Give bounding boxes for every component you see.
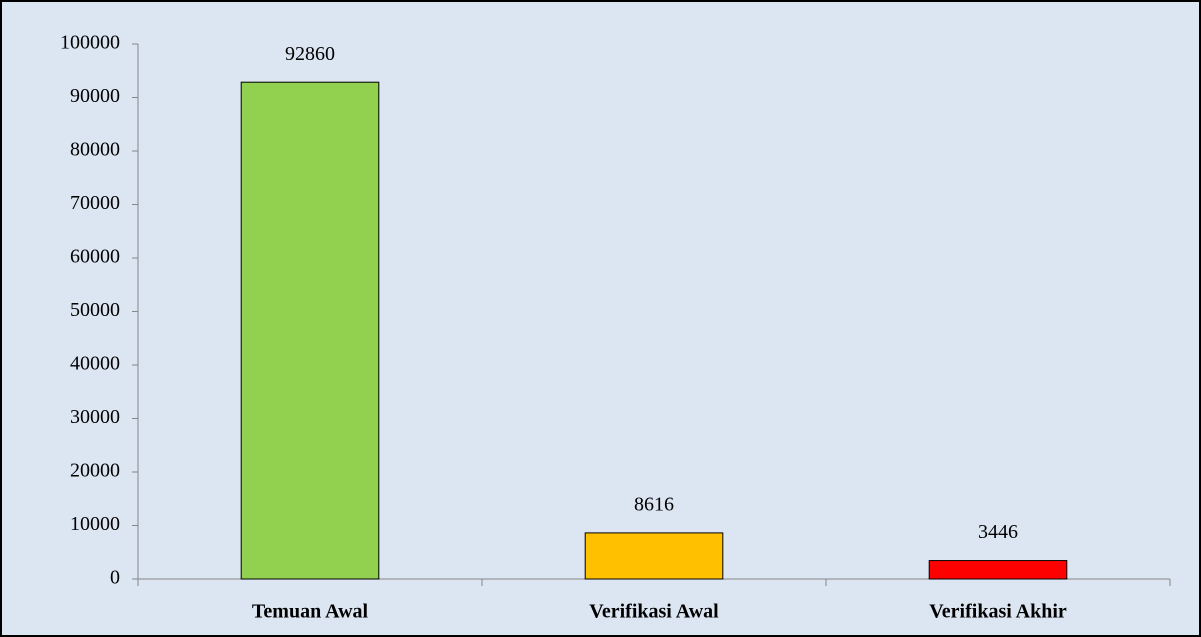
x-tick-label: Verifikasi Awal [589,601,719,623]
y-tick-label: 40000 [70,353,120,375]
y-tick-label: 80000 [70,139,120,161]
y-tick-label: 0 [110,567,120,589]
x-tick-label: Verifikasi Akhir [929,601,1067,623]
y-tick-label: 70000 [70,192,120,214]
data-label: 8616 [634,493,674,515]
y-tick-label: 90000 [70,85,120,107]
y-tick-label: 100000 [60,32,120,54]
y-tick-label: 50000 [70,299,120,321]
bar [928,560,1068,580]
x-tick-label: Temuan Awal [252,601,369,623]
y-tick-label: 10000 [70,513,120,535]
data-label: 3446 [978,521,1018,543]
bar [584,532,724,580]
data-label: 92860 [285,43,335,65]
bar [240,81,380,580]
y-tick-label: 20000 [70,460,120,482]
y-tick-label: 30000 [70,406,120,428]
y-tick-label: 60000 [70,246,120,268]
